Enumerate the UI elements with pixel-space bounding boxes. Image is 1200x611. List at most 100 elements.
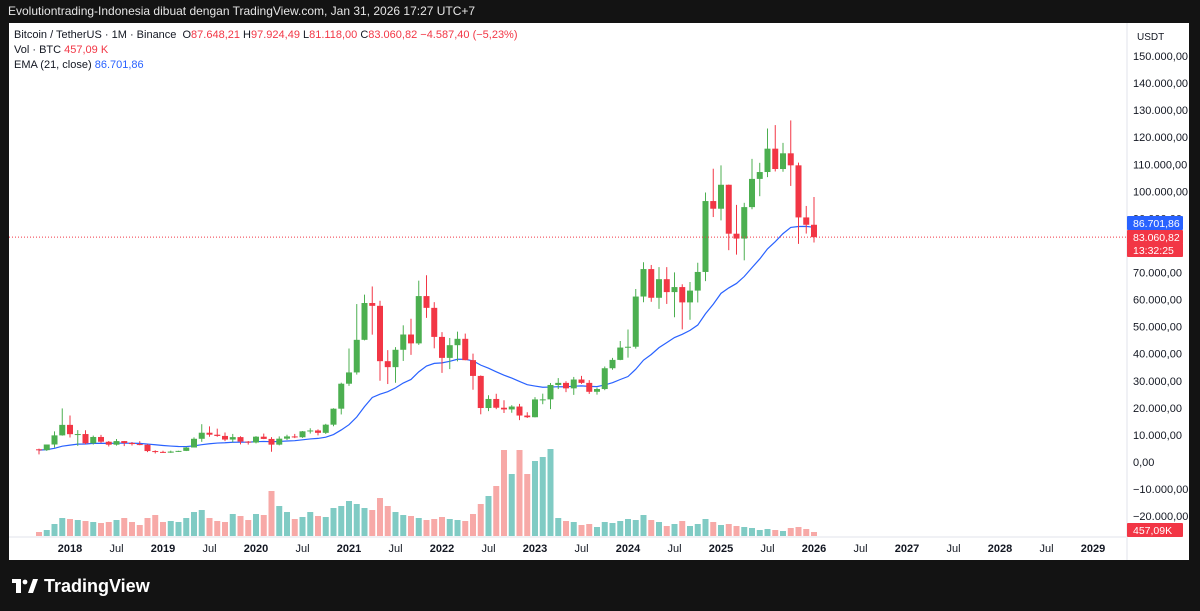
volume-bar [687, 526, 693, 536]
volume-bar [524, 474, 531, 536]
last-price-tag-bg [1127, 230, 1183, 244]
brand-name: TradingView [44, 576, 150, 596]
volume-bar [400, 515, 407, 536]
candle-body [198, 432, 205, 439]
candle-body [191, 438, 197, 448]
price-tick-label: −20.000,00 [1133, 511, 1188, 523]
price-axis[interactable]: USDT 150.000,00 140.000,00 130.000,00 120.00… [1127, 32, 1188, 537]
candle-body [74, 434, 81, 436]
candle-body [671, 287, 678, 293]
volume-bar [648, 520, 655, 536]
candle-body [454, 338, 461, 346]
volume-bar [756, 530, 763, 536]
candle-body [772, 148, 779, 170]
volume-bar [702, 519, 709, 536]
volume-bar [679, 521, 686, 536]
candle-body [214, 434, 221, 436]
candle-body [59, 424, 66, 436]
candle-body [369, 303, 376, 306]
candle-body [718, 184, 724, 209]
volume-label[interactable]: Vol · BTC [14, 44, 62, 56]
volume-bar [307, 512, 314, 536]
volume-bar [617, 521, 624, 536]
volume-bar [586, 524, 593, 536]
time-axis[interactable]: 2018 Jul 2019 Jul 2020 Jul 2021 Jul 2022 Jul 2023 J… [58, 543, 1105, 555]
volume-bar [408, 516, 414, 536]
volume-bar [787, 528, 794, 536]
ema-label[interactable]: EMA (21, close) [14, 59, 92, 71]
volume-bar [594, 527, 600, 536]
price-tick-label: 0,00 [1133, 457, 1154, 469]
volume-bar [431, 519, 438, 536]
volume-bar [198, 510, 205, 536]
candle-body [384, 361, 391, 368]
volume-bar [315, 516, 321, 536]
chart-panel[interactable] [9, 23, 1189, 560]
candle-body [516, 406, 523, 416]
volume-bar [322, 517, 329, 536]
tradingview-logo[interactable]: TradingView [12, 576, 150, 597]
candle-body [508, 406, 515, 410]
time-tick-label: Jul [574, 543, 588, 555]
volume-bar [237, 516, 244, 536]
candle-body [167, 451, 174, 453]
volume-bar [268, 491, 275, 536]
volume-bar [43, 530, 50, 536]
volume-bar [640, 515, 647, 536]
candle-body [253, 436, 259, 443]
candle-body [245, 441, 252, 443]
candle-body [470, 360, 476, 376]
volume-bar [253, 514, 259, 536]
last-price-tag: 83.060,82 [1133, 232, 1180, 244]
symbol-label[interactable]: Bitcoin / TetherUS · 1M · Binance [14, 29, 177, 41]
volume-bar [609, 523, 616, 536]
candle-body [307, 430, 314, 432]
price-tick-label: 40.000,00 [1133, 349, 1182, 361]
volume-bar [725, 524, 732, 536]
candle-body [299, 431, 306, 438]
volume-bar [160, 522, 166, 536]
candle-body [98, 436, 104, 442]
candle-body [175, 450, 182, 452]
time-tick-label: Jul [946, 543, 960, 555]
candle-body [586, 382, 593, 392]
ohlc-open-value: 87.648,21 [191, 29, 240, 41]
volume-bar [423, 520, 430, 536]
candle-body [756, 172, 763, 179]
volume-bar [772, 530, 779, 536]
candle-body [601, 368, 608, 390]
candle-body [152, 451, 159, 453]
volume-bar [377, 498, 383, 536]
volume-bar [749, 528, 755, 536]
price-tick-label: 10.000,00 [1133, 430, 1182, 442]
candle-body [733, 233, 740, 239]
candle-body [632, 296, 639, 347]
candle-body [129, 442, 135, 445]
candle-body [260, 436, 267, 439]
volume-bar [361, 508, 368, 536]
candle-body [408, 334, 414, 344]
time-tick-label: 2024 [616, 543, 641, 555]
candle-body [563, 382, 569, 389]
volume-bar [439, 517, 445, 536]
volume-bar [384, 506, 391, 536]
volume-bar [470, 514, 476, 536]
time-tick-label: 2018 [58, 543, 82, 555]
candle-body [276, 438, 283, 445]
volume-bar [136, 525, 143, 536]
candlesticks [36, 120, 817, 455]
volume-bar [346, 501, 352, 536]
price-tick-label: 140.000,00 [1133, 78, 1188, 90]
candle-body [90, 436, 97, 444]
volume-bar [446, 519, 453, 536]
volume-bar [601, 522, 608, 536]
time-tick-label: 2027 [895, 543, 919, 555]
price-tick-label: −10.000,00 [1133, 484, 1188, 496]
candle-body [392, 349, 399, 368]
time-tick-label: Jul [388, 543, 402, 555]
candle-body [749, 178, 755, 208]
ohlc-high-label: H [243, 29, 251, 41]
price-change: −4.587,40 (−5,23%) [420, 29, 518, 41]
candle-body [82, 434, 89, 444]
